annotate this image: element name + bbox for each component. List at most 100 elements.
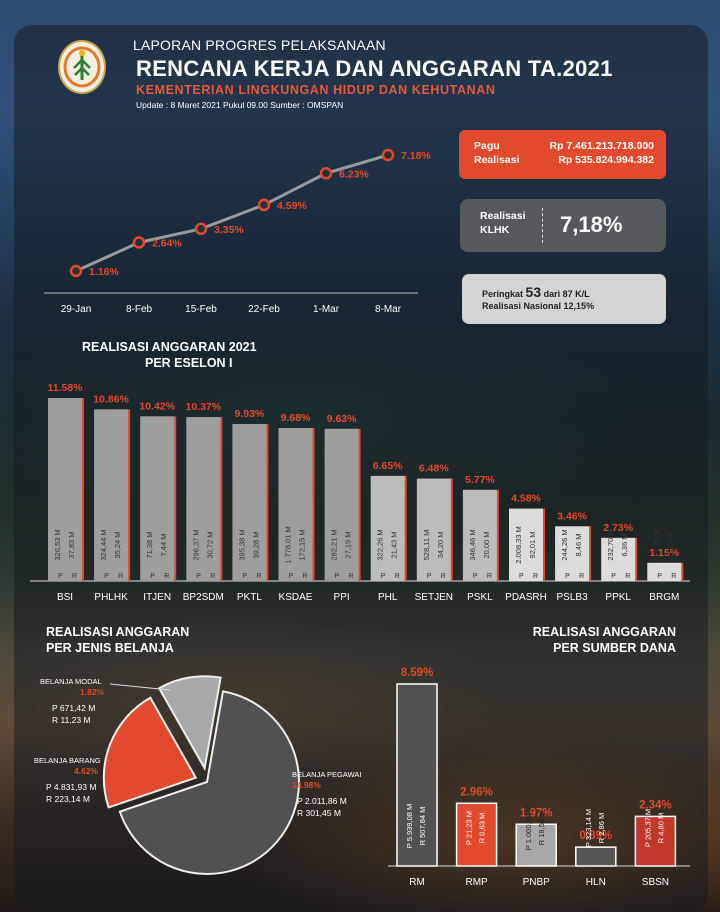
pie-slice-realisasi: R 301,45 M [297, 808, 341, 818]
eselon-pct-label: 5.77% [465, 474, 495, 486]
eselon-title-line1: REALISASI ANGGARAN 2021 [82, 340, 257, 354]
eselon-pct-label: 6.65% [373, 460, 403, 472]
line-point [69, 264, 83, 278]
eselon-pagu-label: 346,46 M [468, 529, 477, 560]
sumber-realisasi-label: R 0,63 M [478, 813, 487, 843]
divider [542, 208, 543, 243]
line-point [132, 236, 146, 249]
sumber-pagu-label: P 1.000,00 M [524, 806, 533, 850]
eselon-realisasi-label: 39,28 M [251, 531, 260, 558]
sumber-category-label: HLN [586, 877, 606, 888]
eselon-pagu-label: 528,11 M [422, 530, 431, 561]
p-letter: P [150, 573, 155, 580]
eselon-realisasi-label: 8,46 M [574, 534, 583, 557]
sumber-realisasi-label: R 19,58 M [537, 811, 546, 846]
eselon-bar [509, 508, 543, 581]
x-tick-label: 8-Mar [375, 304, 402, 315]
x-tick-label: 29-Jan [61, 304, 92, 315]
line-point-label: 3.35% [214, 224, 244, 236]
klhk-label-1: Realisasi [480, 210, 526, 222]
pie-slice-name: BELANJA MODAL [40, 677, 102, 686]
sumber-pct-label: 2.96% [460, 786, 493, 798]
sumber-category-label: PNBP [523, 877, 551, 888]
eselon-realisasi-label: 30,72 M [205, 531, 214, 558]
ministry-name: KEMENTERIAN LINGKUNGAN HIDUP DAN KEHUTAN… [136, 83, 496, 97]
p-letter: P [242, 573, 247, 580]
line-point [194, 222, 208, 236]
pie-leader-line [109, 683, 171, 691]
eselon-bar [94, 409, 129, 581]
eselon-category-label: PSLB3 [557, 592, 589, 603]
pie-slice-name: BELANJA BARANG [34, 756, 101, 765]
line-point [319, 167, 333, 180]
jenis-title: REALISASI ANGGARAN PER JENIS BELANJA [46, 624, 189, 656]
eselon-pct-label: 9.68% [281, 412, 311, 424]
eselon-pct-label: 3.46% [557, 510, 587, 522]
eselon-realisasi-label: 21,43 M [390, 531, 399, 558]
eselon-pct-label: 1.15% [649, 547, 679, 559]
eselon-realisasi-label: 3,52 M [666, 534, 675, 557]
sumber-title-line2: PER SUMBER DANA [553, 641, 676, 655]
eselon-pct-label: 10.42% [139, 400, 175, 412]
sumber-category-label: SBSN [642, 877, 669, 888]
eselon-pct-label: 10.37% [185, 401, 221, 413]
pie-slice-realisasi: R 11,23 M [52, 715, 91, 725]
sumber-bar [396, 683, 438, 867]
x-tick-label: 22-Feb [248, 304, 280, 315]
r-letter: R [487, 573, 492, 580]
realisasi-klhk-box: Realisasi KLHK 7,18% [460, 199, 666, 252]
eselon-category-label: BRGM [649, 592, 679, 603]
p-letter: P [565, 573, 570, 580]
r-letter: R [72, 573, 77, 580]
r-letter: R [671, 573, 676, 580]
sumber-category-label: RM [409, 877, 425, 888]
r-letter: R [118, 573, 123, 580]
eselon-category-label: BP2SDM [183, 592, 224, 603]
eselon-bar [647, 562, 682, 581]
line-point [257, 198, 271, 212]
sumber-bar [575, 846, 617, 867]
pie-slice [157, 675, 222, 772]
line-point-label: 2.64% [152, 237, 182, 249]
pie-slice [102, 696, 198, 809]
klhk-percentage: 7,18% [560, 212, 623, 237]
p-letter: P [104, 573, 109, 580]
eselon-realisasi-label: 34,20 M [436, 531, 445, 558]
eselon-category-label: PSKL [467, 592, 493, 603]
r-letter: R [349, 573, 354, 580]
eselon-category-label: BSI [57, 592, 73, 603]
eselon-realisasi-label: 20,00 M [482, 531, 491, 558]
r-letter: R [533, 573, 538, 580]
sumber-title-line1: REALISASI ANGGARAN [532, 625, 676, 639]
eselon-category-label: KSDAE [279, 592, 313, 603]
r-letter: R [303, 573, 308, 580]
eselon-pct-label: 2.73% [603, 522, 633, 534]
eselon-pagu-label: 324,44 M [99, 529, 108, 560]
r-letter: R [395, 573, 400, 580]
eselon-realisasi-label: 37,83 M [67, 531, 76, 558]
eselon-bar [462, 489, 497, 581]
sumber-bar [634, 815, 677, 867]
x-tick-label: 8-Feb [126, 304, 153, 315]
p-letter: P [657, 573, 662, 580]
eselon-bar [324, 428, 359, 581]
eselon-category-label: PPKL [605, 592, 631, 603]
realisasi-value: Rp 535.824.994.382 [558, 154, 654, 166]
eselon-title-line2: PER ESELON I [145, 356, 233, 370]
sumber-pct-label: 0.89% [579, 830, 612, 842]
eselon-bar [416, 478, 451, 581]
pie-slice-pct: 14.98% [292, 780, 321, 790]
pie-slice-name: BELANJA PEGAWAI [292, 770, 361, 779]
jenis-title-line2: PER JENIS BELANJA [46, 641, 174, 655]
r-letter: R [164, 573, 169, 580]
eselon-bar [186, 417, 221, 581]
eselon-bar [278, 428, 313, 581]
p-letter: P [473, 573, 478, 580]
line-point-label: 1.16% [89, 266, 119, 278]
eselon-pct-label: 9.63% [327, 413, 357, 425]
national-realisasi: Realisasi Nasional 12,15% [482, 301, 595, 311]
sumber-pct-label: 1.97% [520, 807, 553, 819]
x-tick-label: 1-Mar [313, 304, 340, 315]
eselon-pagu-label: 395,38 M [237, 529, 246, 560]
